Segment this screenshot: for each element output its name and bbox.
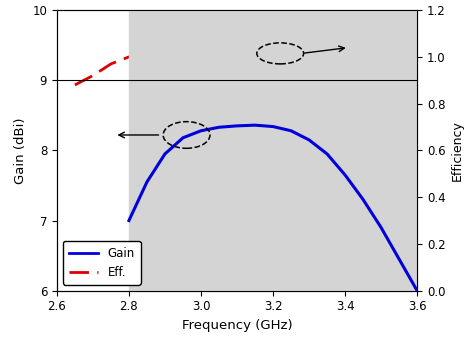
X-axis label: Frequency (GHz): Frequency (GHz) <box>182 319 292 332</box>
Y-axis label: Efficiency: Efficiency <box>451 120 464 181</box>
Legend: Gain, Eff.: Gain, Eff. <box>63 241 141 285</box>
Bar <box>129 10 417 291</box>
Y-axis label: Gain (dBi): Gain (dBi) <box>14 117 27 184</box>
